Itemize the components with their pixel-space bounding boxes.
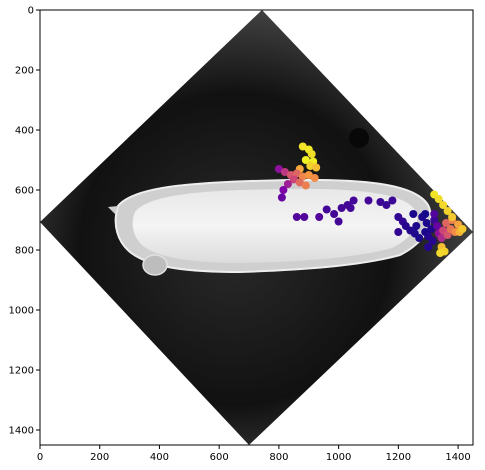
scatter-point — [315, 213, 323, 221]
y-tick-label: 1200 — [9, 366, 34, 377]
scatter-point — [430, 210, 438, 218]
scatter-point — [278, 194, 286, 202]
scatter-point — [323, 206, 331, 214]
x-axis: 0 200 400 600 800 1000 1200 1400 — [37, 445, 471, 463]
y-tick-label: 0 — [28, 6, 34, 17]
scatter-point — [394, 228, 402, 236]
x-tick-label: 0 — [37, 452, 43, 463]
y-tick-label: 1400 — [9, 426, 34, 437]
plot-area — [40, 10, 473, 445]
scatter-point — [300, 213, 308, 221]
x-tick-label: 800 — [269, 452, 288, 463]
scatter-point — [421, 210, 429, 218]
scatter-point — [308, 150, 316, 158]
y-tick-label: 600 — [15, 186, 34, 197]
scatter-point — [293, 213, 301, 221]
x-tick-label: 200 — [90, 452, 109, 463]
scatter-point — [302, 182, 310, 190]
x-tick-label: 600 — [210, 452, 229, 463]
scatter-point — [448, 213, 456, 221]
scatter-point — [436, 249, 444, 257]
y-axis: 0 200 400 600 800 1000 1200 1400 — [9, 6, 40, 437]
scatter-point — [279, 186, 287, 194]
scatter-point — [388, 197, 396, 205]
scatter-point — [350, 197, 358, 205]
x-tick-label: 1200 — [386, 452, 411, 463]
scatter-point — [415, 234, 423, 242]
y-tick-label: 800 — [15, 246, 34, 257]
scatter-point — [424, 243, 432, 251]
pole-cell-bulge — [143, 255, 167, 275]
scatter-point — [412, 222, 420, 230]
y-tick-label: 200 — [15, 66, 34, 77]
scatter-point — [409, 210, 417, 218]
embryo-body — [133, 189, 418, 263]
scatter-point — [365, 197, 373, 205]
dark-droplet — [349, 128, 369, 148]
y-tick-label: 1000 — [9, 306, 34, 317]
y-tick-label: 400 — [15, 126, 34, 137]
x-tick-label: 1400 — [445, 452, 470, 463]
scatter-point — [459, 225, 467, 233]
scatter-point — [335, 218, 343, 226]
x-tick-label: 400 — [150, 452, 169, 463]
scatter-point — [311, 174, 319, 182]
x-tick-label: 1000 — [326, 452, 351, 463]
scatter-point — [347, 204, 355, 212]
scatter-point — [312, 164, 320, 172]
scatter-point — [330, 210, 338, 218]
